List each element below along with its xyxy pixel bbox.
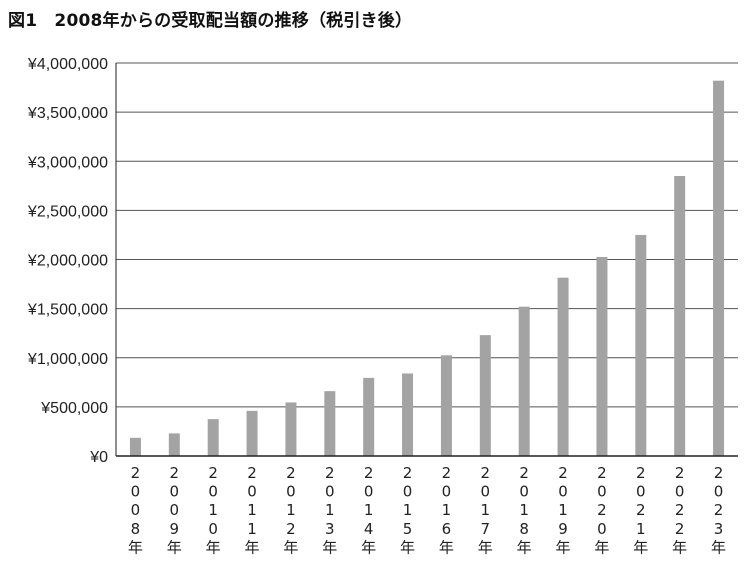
bar <box>557 277 569 456</box>
bar <box>285 402 297 456</box>
y-tick-label: ¥0 <box>89 449 108 466</box>
y-tick-label: ¥4,000,000 <box>27 56 108 73</box>
y-tick-label: ¥3,000,000 <box>27 154 108 171</box>
bar <box>324 391 336 456</box>
bar <box>635 234 647 456</box>
bar <box>440 355 452 456</box>
y-tick-label: ¥500,000 <box>40 400 108 417</box>
chart-title: 図1 2008年からの受取配当額の推移（税引き後） <box>8 11 413 31</box>
y-tick-label: ¥1,000,000 <box>27 351 108 368</box>
y-tick-label: ¥3,500,000 <box>27 105 108 122</box>
bar <box>479 335 491 456</box>
bar <box>207 419 219 456</box>
bar <box>363 377 375 456</box>
bar <box>713 80 725 456</box>
y-tick-label: ¥1,500,000 <box>27 302 108 319</box>
bar <box>596 257 608 456</box>
bar <box>674 175 686 457</box>
bar <box>168 433 180 456</box>
bar <box>246 410 258 456</box>
bar <box>518 306 530 456</box>
y-tick-label: ¥2,000,000 <box>27 253 108 270</box>
y-tick-label: ¥2,500,000 <box>27 203 108 220</box>
bar <box>402 373 414 456</box>
bar <box>129 437 141 456</box>
